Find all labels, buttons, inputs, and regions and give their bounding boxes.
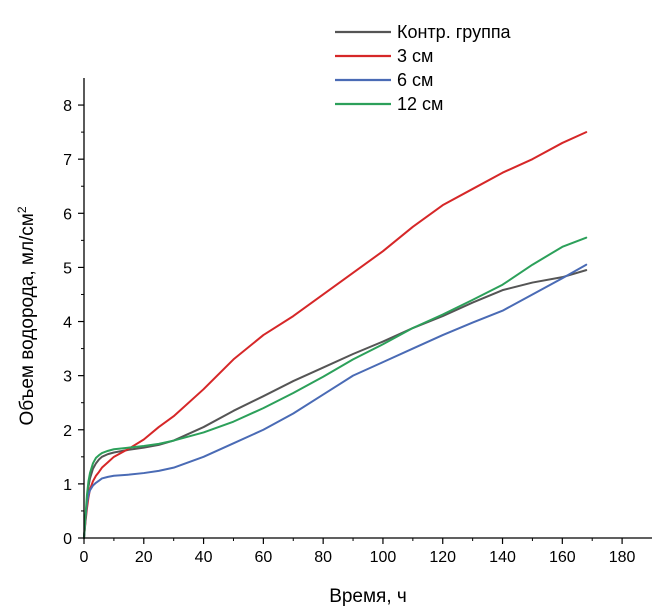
x-tick-label: 20	[135, 549, 153, 566]
y-axis-label-main: Объем водорода, мл/см	[17, 213, 38, 425]
y-tick-label: 1	[63, 477, 72, 494]
legend: Контр. группа 3 см 6 см 12 см	[335, 22, 512, 114]
y-tick-label: 2	[63, 423, 72, 440]
legend-label-1: Контр. группа	[397, 22, 512, 42]
x-tick-label: 40	[195, 549, 213, 566]
x-tick-label: 80	[314, 549, 332, 566]
x-tick-label: 0	[80, 549, 89, 566]
x-tick-label: 100	[370, 549, 397, 566]
y-tick-label: 0	[63, 531, 72, 548]
y-axis-label: Объем водорода, мл/см2	[15, 206, 38, 425]
series-line-1	[83, 269, 588, 539]
legend-label-3: 6 см	[397, 70, 433, 90]
y-axis-label-superscript: 2	[15, 206, 29, 213]
y-tick-label: 5	[63, 260, 72, 277]
x-tick-label: 180	[609, 549, 636, 566]
x-axis-label: Время, ч	[329, 586, 407, 607]
axes: 0 20 40 60 80 100 120 140 160 180 0 1 2 3 4 5 6 7 8	[63, 78, 652, 566]
y-tick-label: 8	[63, 98, 72, 115]
legend-label-2: 3 см	[397, 46, 433, 66]
x-tick-label: 140	[489, 549, 516, 566]
series-line-2	[83, 131, 588, 539]
y-tick-label: 4	[63, 315, 72, 332]
x-tick-label: 160	[549, 549, 576, 566]
y-tick-label: 6	[63, 206, 72, 223]
y-tick-label: 7	[63, 152, 72, 169]
plot-area	[83, 131, 588, 539]
series-line-4	[83, 236, 588, 539]
y-tick-label: 3	[63, 369, 72, 386]
series-line-3	[83, 263, 588, 539]
x-tick-label: 60	[254, 549, 272, 566]
legend-label-4: 12 см	[397, 94, 443, 114]
x-tick-label: 120	[429, 549, 456, 566]
